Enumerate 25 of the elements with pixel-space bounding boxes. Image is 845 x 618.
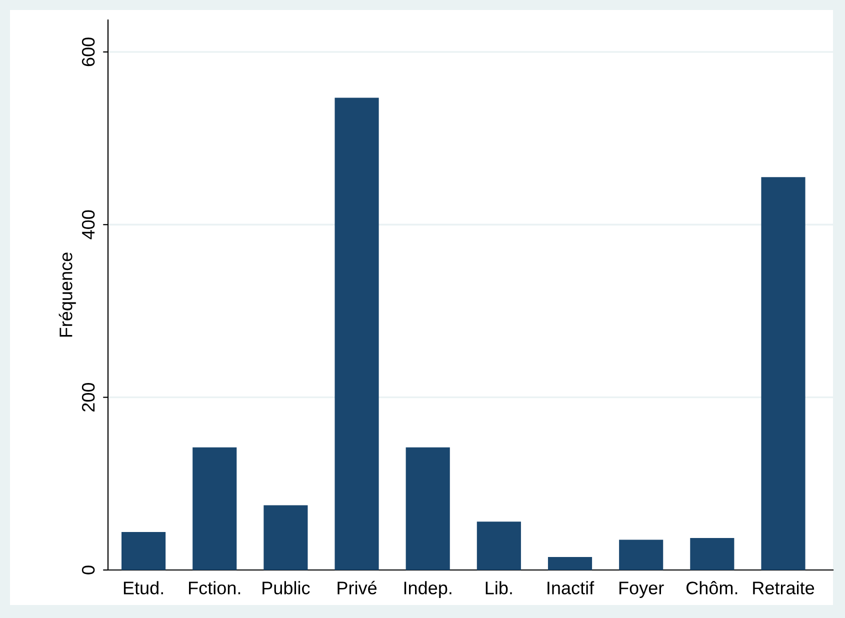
x-tick-label: Etud.	[124, 581, 163, 594]
y-tick-label: 600	[82, 38, 95, 66]
bar	[192, 447, 237, 570]
x-tick-label: Retraite	[753, 581, 814, 594]
bar	[264, 505, 308, 570]
bar	[334, 98, 379, 570]
x-tick-label: Privé	[338, 580, 377, 594]
y-tick-label: 0	[82, 566, 95, 574]
x-tick-label: Public	[262, 581, 310, 594]
bar	[122, 532, 166, 570]
bar	[761, 177, 806, 570]
bar	[619, 540, 664, 570]
y-axis-title: Fréquence	[58, 252, 76, 337]
x-tick-label: Indep.	[404, 581, 452, 598]
x-tick-label: Foyer	[619, 582, 664, 598]
y-tick-label: 200	[82, 382, 95, 412]
bar	[476, 522, 521, 570]
bar	[548, 557, 592, 570]
bar	[690, 538, 734, 570]
x-tick-label: Lib.	[486, 581, 512, 594]
x-tick-label: Fction.	[189, 581, 240, 594]
y-tick-label: 400	[82, 210, 95, 240]
x-tick-label: Chôm.	[686, 581, 738, 594]
bar	[406, 447, 450, 570]
x-tick-label: Inactif	[548, 581, 594, 594]
